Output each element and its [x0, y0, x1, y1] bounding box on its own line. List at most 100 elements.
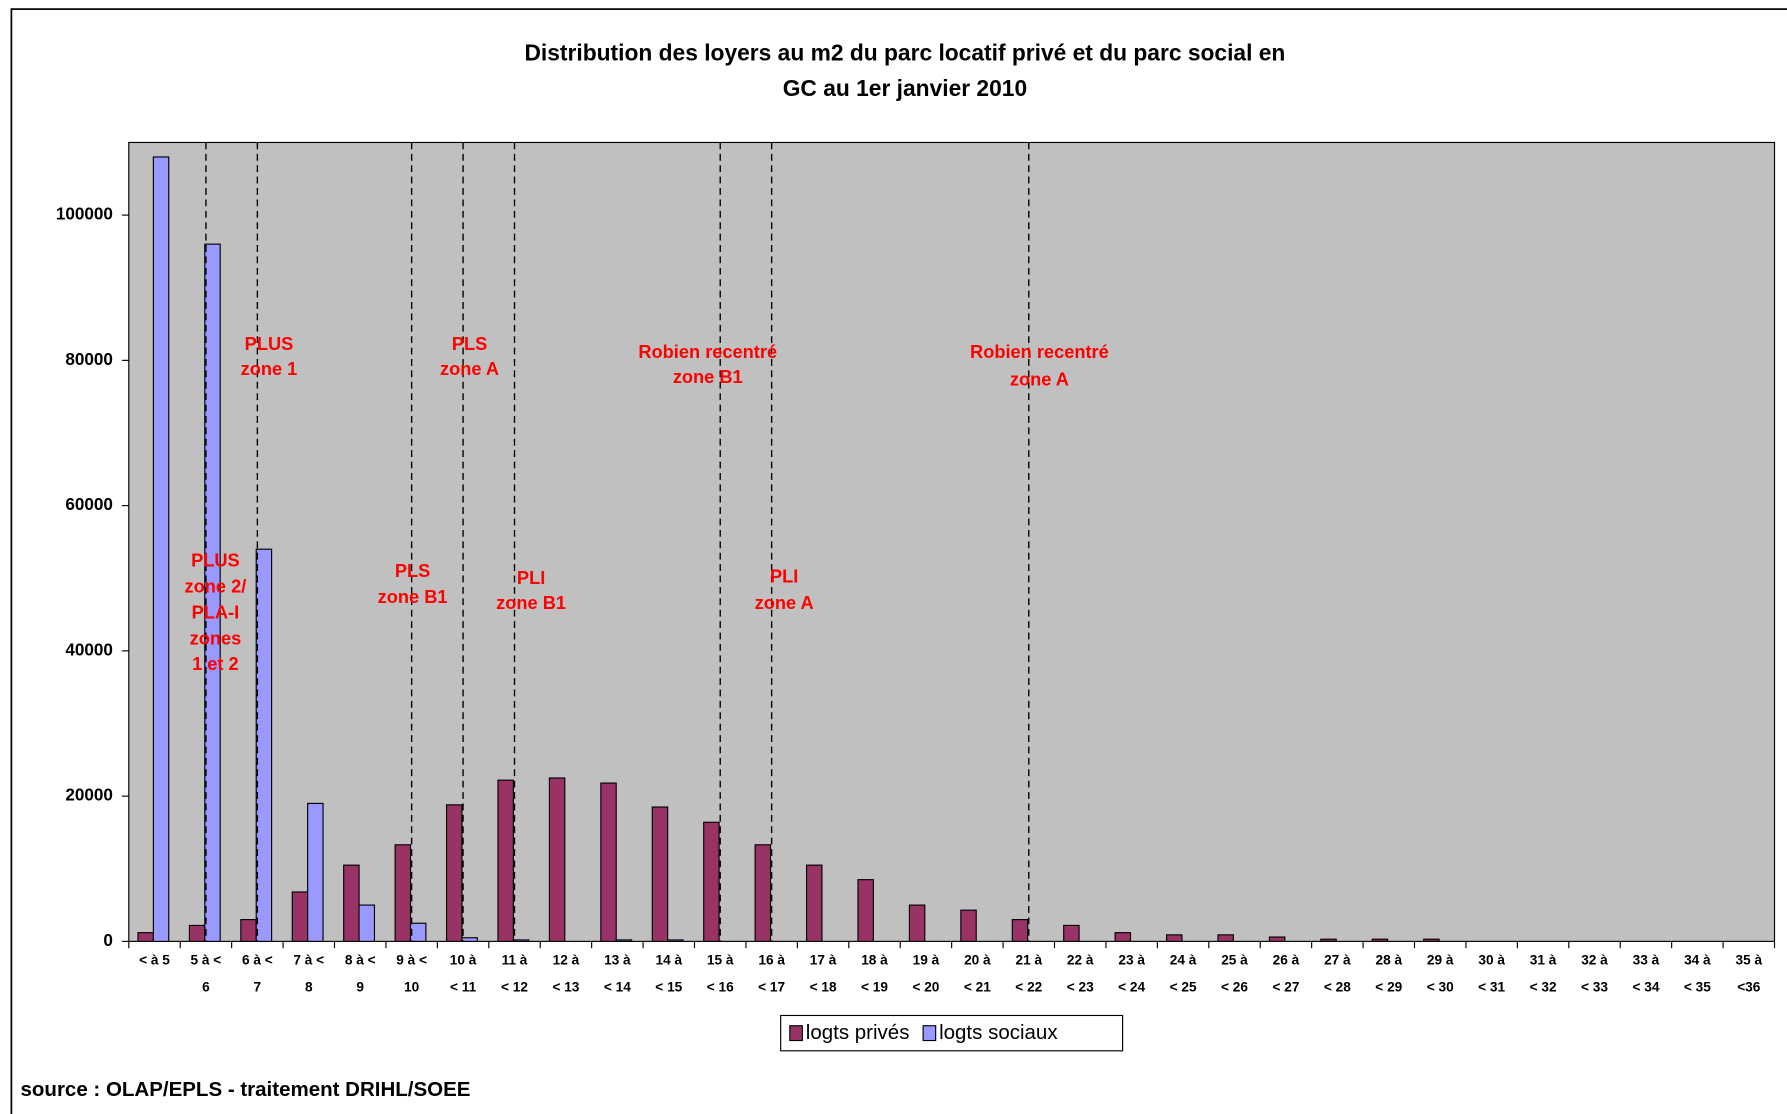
bar: [497, 779, 514, 942]
bar: [137, 932, 154, 942]
x-tick-label: 25 à: [1221, 952, 1248, 967]
x-tick-label: < 25: [1170, 980, 1197, 995]
plot-area: [128, 141, 1776, 942]
x-tick-label: < 11: [450, 980, 477, 995]
bar: [307, 802, 324, 942]
x-tick-label: 9 à <: [396, 952, 427, 967]
x-tick-label: 12 à: [553, 952, 580, 967]
x-tick-label: < 33: [1581, 980, 1608, 995]
chart-body: Distribution des loyers au m2 du parc lo…: [10, 8, 1787, 1114]
x-tick-label: < 17: [758, 980, 785, 995]
x-tick-label: < 27: [1272, 980, 1299, 995]
annotation: Robien recentré: [970, 341, 1109, 362]
x-tick-label: < 22: [1015, 980, 1042, 995]
y-tick-label: 40000: [65, 640, 113, 659]
bar: [667, 939, 684, 942]
x-tick-label: 19 à: [913, 952, 940, 967]
x-tick-label: < 12: [501, 980, 528, 995]
x-tick-label: < 18: [810, 980, 837, 995]
annotation: zone A: [755, 592, 814, 613]
x-tick-label: < 13: [552, 980, 579, 995]
x-tick-label: 29 à: [1427, 952, 1454, 967]
x-tick-label: 8 à <: [345, 952, 376, 967]
x-tick-label: < 16: [707, 980, 734, 995]
x-tick-label: < 31: [1478, 980, 1505, 995]
x-tick-label: < 24: [1118, 980, 1145, 995]
chart-title: GC au 1er janvier 2010: [783, 75, 1027, 101]
x-tick-label: 14 à: [655, 952, 682, 967]
bar: [1320, 938, 1337, 942]
x-tick-label: < 28: [1324, 980, 1351, 995]
legend-swatch: [789, 1025, 803, 1042]
annotation: zone B1: [673, 366, 743, 387]
x-tick-label: 22 à: [1067, 952, 1094, 967]
bar: [1011, 919, 1029, 942]
x-tick-label: 35 à: [1736, 952, 1763, 967]
x-tick-label: 34 à: [1684, 952, 1711, 967]
x-tick-label: < 34: [1632, 980, 1659, 995]
bar: [1063, 924, 1080, 942]
bar: [908, 904, 926, 942]
annotation: Robien recentré: [638, 341, 777, 362]
x-tick-label: < 29: [1375, 980, 1402, 995]
annotation: zone 1: [241, 358, 298, 379]
bar: [548, 777, 566, 942]
x-tick-label: 9: [356, 980, 364, 995]
x-tick-label: 30 à: [1478, 952, 1505, 967]
bar: [1268, 936, 1286, 942]
bar: [409, 922, 427, 942]
bar: [1423, 938, 1440, 942]
bar: [960, 909, 977, 942]
annotation: PLUS: [191, 550, 240, 571]
x-tick-label: 11 à: [502, 952, 528, 967]
x-tick-label: < 14: [604, 980, 631, 995]
x-tick-label: < 21: [964, 980, 991, 995]
bar: [240, 919, 257, 942]
annotation: zones: [190, 627, 242, 648]
bar: [255, 548, 273, 942]
bar: [512, 939, 530, 942]
x-tick-label: 23 à: [1118, 952, 1145, 967]
bar: [394, 844, 412, 942]
bar: [204, 243, 221, 942]
bar: [343, 864, 360, 942]
annotation: PLA-I: [192, 601, 240, 622]
x-tick-label: < 32: [1530, 980, 1557, 995]
x-tick-label: 26 à: [1273, 952, 1300, 967]
annotation: 1 et 2: [192, 653, 239, 674]
bar: [754, 844, 772, 942]
x-tick-label: 31 à: [1530, 952, 1557, 967]
bar: [445, 804, 463, 942]
x-tick-label: 10: [404, 980, 420, 995]
legend-label: logts sociaux: [939, 1021, 1058, 1044]
annotation: zone B1: [378, 586, 448, 607]
y-tick-label: 100000: [56, 205, 113, 224]
x-tick-label: < 15: [655, 980, 682, 995]
x-tick-label: 16 à: [758, 952, 785, 967]
chart-title: Distribution des loyers au m2 du parc lo…: [524, 40, 1285, 66]
source: source : OLAP/EPLS - traitement DRIHL/SO…: [21, 1078, 471, 1101]
x-tick-label: 27 à: [1324, 952, 1351, 967]
annotation: PLS: [452, 333, 487, 354]
x-tick-label: <36: [1737, 980, 1761, 995]
bar: [291, 891, 309, 942]
x-tick-label: 7 à <: [293, 952, 324, 967]
bar: [152, 156, 170, 942]
y-tick-label: 80000: [65, 350, 113, 369]
bar: [857, 879, 874, 942]
x-tick-label: < 20: [912, 980, 939, 995]
y-tick-label: 20000: [65, 786, 113, 805]
x-tick-label: 18 à: [861, 952, 888, 967]
bar: [805, 864, 823, 942]
x-tick-label: 20 à: [964, 952, 991, 967]
bar: [461, 937, 478, 942]
x-tick-label: 28 à: [1375, 952, 1402, 967]
bar: [600, 782, 617, 942]
x-tick-label: < 30: [1427, 980, 1454, 995]
x-tick-label: < 19: [861, 980, 888, 995]
x-tick-label: 8: [305, 980, 313, 995]
bar: [1165, 934, 1183, 942]
bar: [703, 821, 720, 942]
legend-swatch: [922, 1025, 937, 1042]
annotation: zone 2/: [185, 576, 247, 597]
